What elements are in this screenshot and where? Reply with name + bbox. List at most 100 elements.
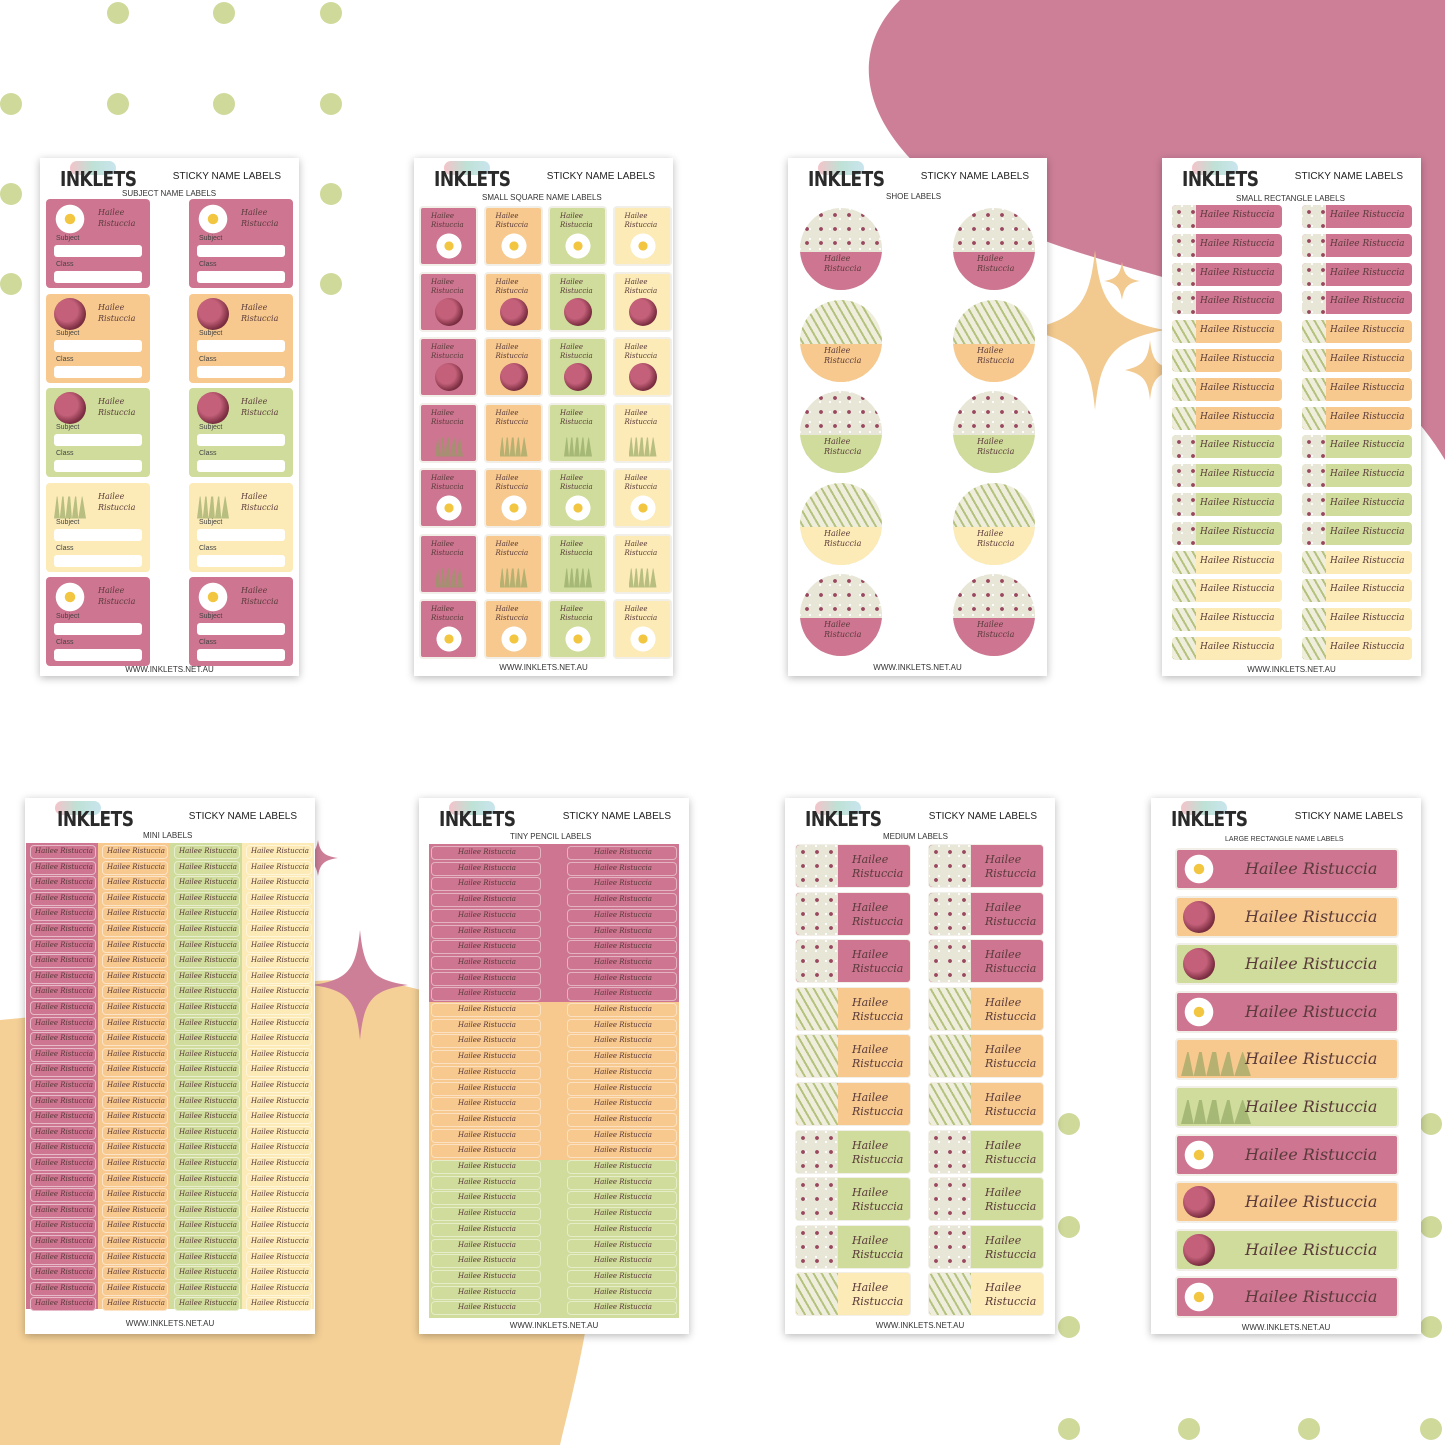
mini-label: Hailee Ristuccia [246,1157,312,1171]
name-text: Hailee Ristuccia [179,847,237,855]
daisy-icon [564,232,592,260]
name-text: Hailee Ristuccia [179,878,237,887]
name-text: Hailee Ristuccia [594,1005,652,1013]
mini-label: Hailee Ristuccia [246,1016,312,1031]
sheet-title: STICKY NAME LABELS [188,811,297,822]
pencil-label: Hailee Ristuccia [567,877,677,892]
grass-icon [564,559,592,588]
dot [320,183,342,205]
name-text: Hailee Ristuccia [977,254,1015,273]
name-text: Hailee Ristuccia [107,1049,165,1058]
mini-label: Hailee Ristuccia [30,1188,96,1203]
mini-label: Hailee Ristuccia [174,938,240,953]
sheet-footer: WWW.INKLETS.NET.AU [873,663,962,672]
ladybug-icon [435,297,463,326]
class-field [54,271,142,283]
name-text: Hailee Ristuccia [251,1252,309,1261]
class-field-label: Class [56,544,74,552]
daisy-icon [197,581,229,613]
mini-label: Hailee Ristuccia [246,969,312,984]
mini-label: Hailee Ristuccia [30,860,96,875]
dot [213,93,235,115]
name-text: Hailee Ristuccia [458,1083,516,1092]
daisy-icon [1183,1138,1215,1171]
name-text: Hailee Ristuccia [107,1283,165,1292]
name-text: Hailee Ristuccia [458,1162,516,1170]
name-text: Hailee Ristuccia [107,1174,165,1183]
dot [0,183,22,205]
grass-icon [628,428,657,457]
dot [1058,1418,1080,1440]
mini-label: Hailee Ristuccia [30,1032,96,1047]
mini-label: Hailee Ristuccia [246,1281,312,1296]
small-rectangle-pattern [1172,464,1196,488]
mini-label: Hailee Ristuccia [246,1235,312,1249]
logo-bubble [818,161,864,175]
mini-label: Hailee Ristuccia [102,1032,168,1047]
name-text: Hailee Ristuccia [251,940,309,949]
name-text: Hailee Ristuccia [1330,469,1405,480]
mini-label: Hailee Ristuccia [246,860,312,875]
logo: INKLETS [57,808,134,832]
ladybug-icon [628,297,657,326]
shoe-label: Hailee Ristuccia [953,574,1035,656]
small-rectangle-label: Hailee Ristuccia [1302,205,1412,228]
subject-label: Hailee Ristuccia Subject Class [189,388,293,477]
pencil-label: Hailee Ristuccia [567,971,677,986]
mini-label: Hailee Ristuccia [30,985,96,1000]
pencil-label: Hailee Ristuccia [567,1128,677,1143]
small-rectangle-label: Hailee Ristuccia [1302,406,1412,430]
subject-field-label: Subject [56,518,80,526]
dot [1178,1418,1200,1440]
square-label: Hailee Ristuccia [548,402,607,463]
sheet-subtitle: MEDIUM LABELS [883,832,948,841]
dot [320,93,342,115]
medium-label-pattern [929,987,971,1030]
class-field [54,460,142,472]
shoe-label: Hailee Ristuccia [953,482,1035,565]
small-rectangle-label: Hailee Ristuccia [1172,521,1282,545]
medium-label-pattern [796,1083,838,1125]
grass-icon [1181,1090,1251,1124]
name-text: Hailee Ristuccia [594,1240,652,1249]
name-text: Hailee Ristuccia [107,909,165,918]
daisy-icon [499,232,528,260]
shoe-label-band [953,526,1035,565]
name-text: Hailee Ristuccia [458,1036,516,1045]
sheet-subtitle: LARGE RECTANGLE NAME LABELS [1225,836,1344,843]
mini-label: Hailee Ristuccia [102,1110,168,1125]
subject-field-label: Subject [199,518,223,526]
name-text: Hailee Ristuccia [35,1018,93,1027]
name-text: Hailee Ristuccia [35,956,93,965]
name-text: Hailee Ristuccia [251,847,309,855]
name-text: Hailee Ristuccia [107,1143,165,1152]
name-text: Hailee Ristuccia [594,1020,652,1029]
mini-label: Hailee Ristuccia [246,891,312,906]
mini-label: Hailee Ristuccia [30,1094,96,1109]
ladybug-icon [1183,900,1215,933]
small-rectangle-label: Hailee Ristuccia [1302,435,1412,459]
sheet-footer: WWW.INKLETS.NET.AU [509,1321,599,1330]
name-text: Hailee Ristuccia [985,1281,1037,1309]
name-text: Hailee Ristuccia [560,605,593,622]
square-label: Hailee Ristuccia [419,337,478,397]
name-text: Hailee Ristuccia [98,208,136,228]
square-label: Hailee Ristuccia [548,599,607,659]
name-text: Hailee Ristuccia [179,893,237,902]
name-text: Hailee Ristuccia [560,408,593,426]
pencil-label: Hailee Ristuccia [567,1160,677,1174]
mini-label: Hailee Ristuccia [174,891,240,906]
name-text: Hailee Ristuccia [594,1193,652,1202]
name-text: Hailee Ristuccia [985,995,1037,1023]
mini-label: Hailee Ristuccia [246,985,312,1000]
medium-label: Hailee Ristuccia [795,1034,911,1079]
name-text: Hailee Ristuccia [107,987,165,996]
mini-label: Hailee Ristuccia [30,907,96,922]
pencil-label: Hailee Ristuccia [567,1112,677,1127]
mini-label: Hailee Ristuccia [30,1250,96,1265]
name-text: Hailee Ristuccia [594,1287,652,1296]
name-text: Hailee Ristuccia [824,620,862,639]
ladybug-icon [54,297,86,330]
name-text: Hailee Ristuccia [458,1005,516,1013]
subject-label: Hailee Ristuccia Subject Class [46,577,150,666]
